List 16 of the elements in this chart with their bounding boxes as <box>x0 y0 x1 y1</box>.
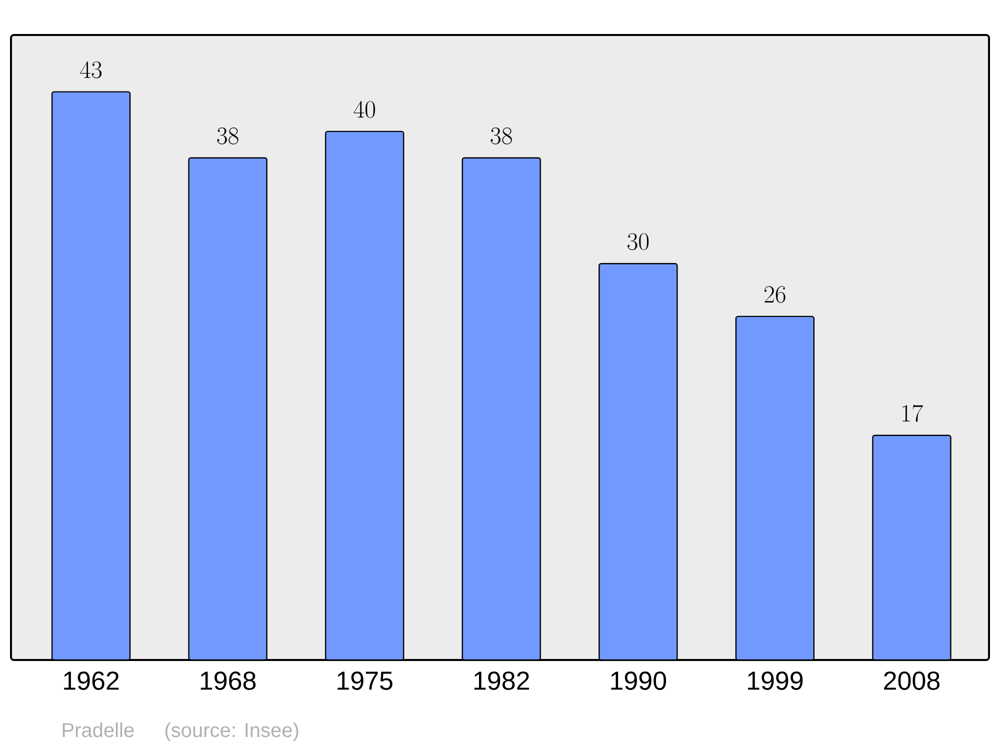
data-label: 43 <box>80 61 102 78</box>
x-tick-label: 1990 <box>611 672 666 690</box>
x-tick-label: 1975 <box>338 672 392 690</box>
x-tick-label: 1968 <box>200 672 256 690</box>
x-tick-label: 1999 <box>748 672 803 690</box>
text: Pradelle <box>62 722 134 738</box>
data-label: 17 <box>902 404 923 422</box>
data-label: 30 <box>628 233 649 250</box>
data-label: 40 <box>354 100 376 118</box>
text: (source: Insee) <box>165 722 298 742</box>
data-label: 38 <box>217 128 238 144</box>
x-tick-label: 1982 <box>474 672 529 690</box>
x-tick-label: 1962 <box>64 672 119 690</box>
data-label: 26 <box>764 286 786 303</box>
x-tick-label: 2008 <box>884 672 940 690</box>
data-label: 38 <box>490 128 512 144</box>
